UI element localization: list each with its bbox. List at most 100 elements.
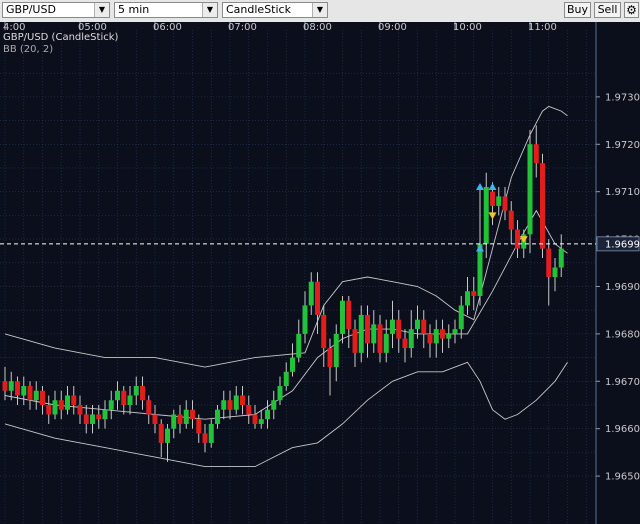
chart-type-value: CandleStick xyxy=(226,3,291,16)
candle-body xyxy=(15,381,20,396)
price-tick-label: 1.9730 xyxy=(605,92,640,103)
candle xyxy=(365,305,370,358)
candle-body xyxy=(196,419,202,434)
price-tick-label: 1.9690 xyxy=(605,282,640,293)
candle-body xyxy=(183,409,189,424)
candle-body xyxy=(465,291,470,306)
candle-body xyxy=(271,400,277,410)
candle xyxy=(77,395,83,424)
candle xyxy=(196,414,202,443)
candle xyxy=(415,305,420,339)
price-tick-label: 1.9650 xyxy=(605,472,640,483)
candle xyxy=(308,272,314,315)
candle-body xyxy=(158,423,164,443)
candle-body xyxy=(508,210,514,230)
candle xyxy=(496,186,502,216)
candle-body xyxy=(290,357,295,372)
buy-marker xyxy=(476,182,484,190)
candle xyxy=(165,423,170,462)
symbol-dropdown[interactable]: GBP/USD ▼ xyxy=(2,2,110,18)
candle-body xyxy=(408,329,414,349)
candle-body xyxy=(108,400,114,410)
buy-marker xyxy=(476,244,484,252)
buy-button[interactable]: Buy xyxy=(564,2,591,18)
candle-body xyxy=(477,243,483,296)
candle xyxy=(371,310,377,353)
price-tick-label: 1.9660 xyxy=(605,424,640,435)
candle-body xyxy=(227,400,233,410)
candle-body xyxy=(377,324,383,353)
candle-body xyxy=(402,338,408,349)
price-chart[interactable]: 4:00 05:00 06:00 07:00 08:00 09:00 10:00 11:00 1… xyxy=(0,22,640,524)
candle-body xyxy=(240,395,245,405)
time-tick-label: 08:00 xyxy=(303,22,332,33)
symbol-value: GBP/USD xyxy=(6,3,56,16)
candle-body xyxy=(433,329,439,344)
candle-body xyxy=(558,248,564,268)
candle xyxy=(52,390,58,420)
candle xyxy=(90,404,95,434)
candle xyxy=(15,376,20,405)
candle-body xyxy=(315,281,320,315)
time-tick-label: 4:00 xyxy=(3,22,25,33)
candle xyxy=(58,390,64,420)
candle-body xyxy=(471,291,477,296)
sell-marker xyxy=(519,236,528,244)
candle-body xyxy=(83,414,89,424)
buy-marker xyxy=(488,182,497,190)
candle-body xyxy=(321,314,327,349)
candle xyxy=(283,362,289,391)
candle xyxy=(533,125,539,178)
candle-body xyxy=(346,300,352,330)
candle xyxy=(246,395,252,424)
candle xyxy=(352,319,358,368)
candle xyxy=(40,386,45,415)
candle xyxy=(540,153,545,259)
candle-body xyxy=(46,404,52,415)
candle-body xyxy=(58,400,64,410)
timeframe-dropdown[interactable]: 5 min ▼ xyxy=(114,2,218,18)
candle-body xyxy=(371,324,377,344)
candle-body xyxy=(71,395,77,405)
sell-button[interactable]: Sell xyxy=(594,2,621,18)
candle xyxy=(108,390,114,420)
time-tick-label: 05:00 xyxy=(78,22,107,33)
price-axis: 1.96501.96601.96701.96801.96901.97001.97… xyxy=(595,22,640,524)
candle-body xyxy=(233,395,239,410)
candle xyxy=(65,386,70,415)
candle xyxy=(127,386,133,415)
time-tick-label: 07:00 xyxy=(228,22,257,33)
gear-icon[interactable]: ⚙ xyxy=(624,2,639,18)
chart-type-dropdown[interactable]: CandleStick ▼ xyxy=(222,2,328,18)
candle xyxy=(233,386,239,415)
candle-body xyxy=(208,423,214,443)
candle-body xyxy=(383,333,389,353)
candle-body xyxy=(358,314,364,353)
candle xyxy=(277,376,283,405)
candle xyxy=(158,419,164,458)
candle-body xyxy=(333,333,339,368)
candle xyxy=(121,386,127,415)
candle-body xyxy=(352,329,358,353)
candle xyxy=(46,395,52,424)
price-tick-label: 1.9720 xyxy=(605,140,640,151)
price-tick-label: 1.9670 xyxy=(605,377,640,388)
candle-body xyxy=(65,395,70,410)
current-price-label: 1.9699 xyxy=(605,239,640,250)
candle xyxy=(71,386,77,415)
candle-body xyxy=(458,305,464,330)
legend-series-candles: GBP/USD (CandleStick) xyxy=(3,32,119,43)
chevron-down-icon: ▼ xyxy=(94,3,109,17)
candle-body xyxy=(96,414,102,420)
candle xyxy=(377,314,383,363)
candle-body xyxy=(258,419,264,424)
candle-body xyxy=(540,163,545,249)
candle-body xyxy=(365,314,370,344)
candle xyxy=(140,376,145,410)
candle-body xyxy=(115,390,120,401)
candle xyxy=(252,404,258,429)
candle-body xyxy=(252,414,258,424)
candle xyxy=(202,423,208,453)
candle xyxy=(346,295,352,349)
candle-body xyxy=(202,433,208,443)
